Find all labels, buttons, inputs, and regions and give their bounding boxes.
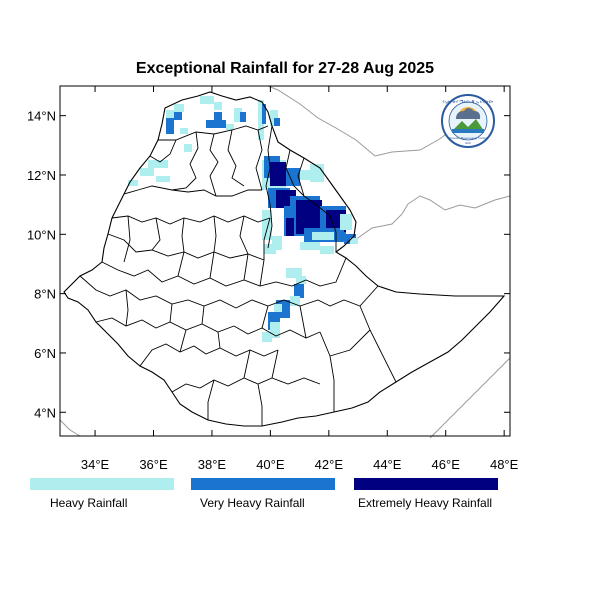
rainfall-cell-very-heavy bbox=[294, 284, 304, 298]
legend-swatch-extremely-heavy bbox=[354, 478, 498, 490]
plot-frame bbox=[59, 85, 511, 437]
rainfall-cell-heavy bbox=[312, 232, 334, 240]
rainfall-cell-very-heavy bbox=[206, 120, 226, 128]
logo-bottom-text: Ethiopian Meteorology Institute bbox=[447, 136, 489, 140]
institute-logo: የኢትዮጵያ ሜትሮሎጂ ኢንስቲትዩት Ethiopian Meteorolo… bbox=[441, 94, 495, 148]
legend-swatch-heavy bbox=[30, 478, 174, 490]
rainfall-cell-extremely-heavy bbox=[286, 218, 294, 236]
rainfall-cell-heavy bbox=[296, 276, 306, 284]
x-tick-label: 36°E bbox=[139, 457, 168, 472]
region-boundaries bbox=[79, 125, 397, 426]
neighbor-borders bbox=[59, 85, 511, 439]
rainfall-cell-very-heavy bbox=[240, 112, 246, 122]
legend-label-heavy: Heavy Rainfall bbox=[50, 496, 127, 510]
rainfall-cell-very-heavy bbox=[274, 118, 280, 126]
x-tick-label: 46°E bbox=[432, 457, 461, 472]
rainfall-cell-extremely-heavy bbox=[270, 162, 286, 186]
rainfall-cell-heavy bbox=[272, 236, 282, 250]
x-axis: 34°E 36°E 38°E 40°E 42°E 44°E 46°E 48°E bbox=[81, 86, 519, 472]
x-tick-label: 42°E bbox=[315, 457, 344, 472]
rainfall-cells bbox=[128, 96, 358, 342]
x-tick-label: 38°E bbox=[198, 457, 227, 472]
rainfall-cell-heavy bbox=[214, 102, 222, 110]
rainfall-cell-heavy bbox=[148, 160, 168, 168]
rainfall-cell-heavy bbox=[156, 176, 170, 182]
rainfall-cell-heavy bbox=[200, 96, 214, 104]
rainfall-cell-heavy bbox=[350, 238, 358, 244]
rainfall-cell-heavy bbox=[258, 100, 264, 140]
rainfall-cell-very-heavy bbox=[286, 168, 300, 186]
rainfall-cell-heavy bbox=[290, 296, 300, 306]
y-tick-label: 6°N bbox=[34, 346, 56, 361]
rainfall-cell-heavy bbox=[320, 246, 334, 254]
legend: Heavy Rainfall Very Heavy Rainfall Extre… bbox=[30, 478, 498, 510]
rainfall-cell-very-heavy bbox=[214, 112, 222, 120]
rainfall-cell-heavy bbox=[300, 242, 320, 250]
rainfall-cell-heavy bbox=[286, 268, 302, 278]
x-tick-label: 48°E bbox=[490, 457, 519, 472]
y-axis: 14°N 12°N 10°N 8°N 6°N 4°N bbox=[27, 109, 510, 420]
rainfall-cell-heavy bbox=[128, 180, 138, 186]
logo-top-text: የኢትዮጵያ ሜትሮሎጂ ኢንስቲትዩት bbox=[442, 99, 493, 104]
rainfall-cell-heavy bbox=[180, 128, 188, 134]
map-title: Exceptional Rainfall for 27-28 Aug 2025 bbox=[136, 60, 434, 77]
legend-label-very-heavy: Very Heavy Rainfall bbox=[200, 496, 305, 510]
rainfall-cell-very-heavy bbox=[262, 104, 266, 124]
rainfall-cell-heavy bbox=[234, 108, 242, 122]
y-tick-label: 12°N bbox=[27, 168, 56, 183]
rainfall-cell-heavy bbox=[262, 332, 272, 342]
y-tick-label: 10°N bbox=[27, 227, 56, 242]
logo-small-text: EMI bbox=[465, 141, 471, 145]
logo-mountain-icon bbox=[452, 119, 484, 131]
rainfall-cell-heavy bbox=[274, 304, 282, 312]
rainfall-cell-heavy bbox=[340, 214, 352, 230]
plot-area bbox=[60, 86, 510, 436]
legend-label-extremely-heavy: Extremely Heavy Rainfall bbox=[358, 496, 492, 510]
rainfall-cell-heavy bbox=[226, 124, 234, 130]
country-boundary bbox=[63, 91, 506, 427]
x-tick-label: 44°E bbox=[373, 457, 402, 472]
rainfall-cell-heavy bbox=[184, 144, 192, 152]
y-tick-label: 4°N bbox=[34, 405, 56, 420]
x-tick-label: 40°E bbox=[256, 457, 285, 472]
rainfall-cell-heavy bbox=[270, 322, 280, 338]
rainfall-cell-heavy bbox=[264, 244, 276, 254]
logo-cloud-icon bbox=[456, 108, 481, 119]
rainfall-cell-very-heavy bbox=[174, 112, 182, 120]
rainfall-cell-heavy bbox=[174, 104, 184, 112]
y-tick-label: 14°N bbox=[27, 109, 56, 124]
rainfall-cell-heavy bbox=[300, 170, 312, 180]
x-tick-label: 34°E bbox=[81, 457, 110, 472]
rainfall-cell-very-heavy bbox=[166, 118, 174, 134]
legend-swatch-very-heavy bbox=[191, 478, 335, 490]
rainfall-cell-heavy bbox=[262, 210, 272, 240]
rainfall-cell-heavy bbox=[140, 168, 154, 176]
y-tick-label: 8°N bbox=[34, 287, 56, 302]
